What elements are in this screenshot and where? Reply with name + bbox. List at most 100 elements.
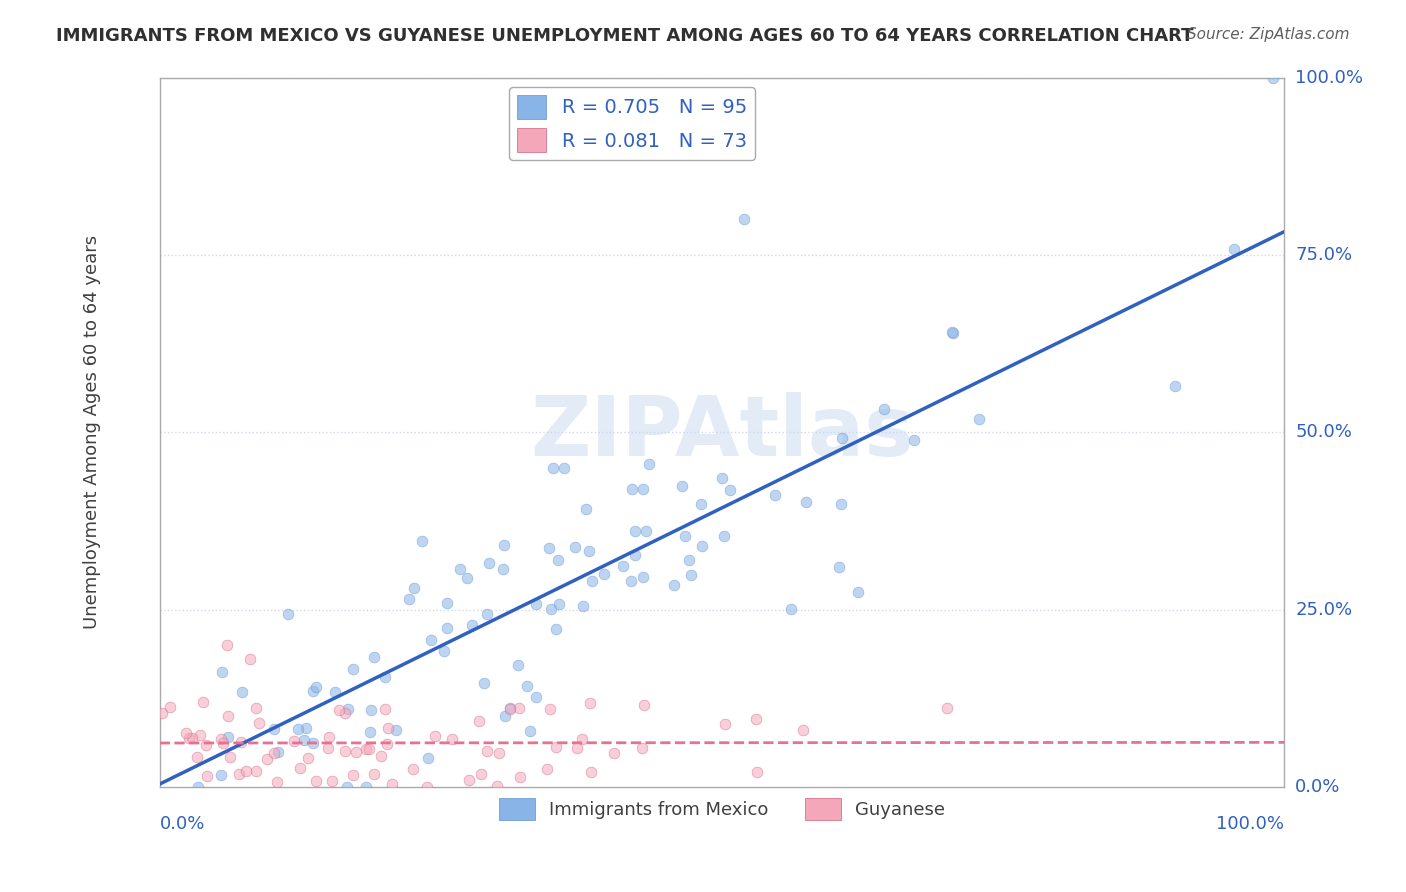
Point — [342, 768, 364, 782]
Point — [458, 772, 481, 787]
Point — [181, 731, 204, 745]
Text: 0.0%: 0.0% — [1295, 778, 1340, 796]
Point — [188, 728, 211, 742]
Point — [287, 722, 309, 736]
Point — [538, 541, 561, 555]
Point — [179, 731, 201, 745]
Point — [209, 768, 232, 782]
Point — [195, 738, 218, 752]
Point — [318, 730, 340, 744]
Point — [524, 690, 547, 705]
Point — [415, 780, 437, 794]
Point — [942, 326, 965, 341]
Point — [344, 745, 367, 759]
Text: 100.0%: 100.0% — [1216, 815, 1284, 833]
Point — [337, 702, 360, 716]
Point — [461, 618, 484, 632]
Point — [377, 721, 399, 735]
Point — [470, 766, 492, 780]
Point — [575, 502, 598, 516]
Point — [662, 578, 685, 592]
Point — [245, 764, 267, 778]
Point — [449, 562, 471, 576]
Point — [191, 695, 214, 709]
Point — [176, 726, 198, 740]
Point — [360, 703, 382, 717]
Point — [541, 460, 564, 475]
Text: 50.0%: 50.0% — [1295, 423, 1353, 442]
Point — [235, 764, 257, 779]
Legend: Immigrants from Mexico, Guyanese: Immigrants from Mexico, Guyanese — [491, 791, 952, 828]
Point — [436, 621, 458, 635]
Point — [266, 775, 288, 789]
Point — [302, 683, 325, 698]
Point — [404, 581, 426, 595]
Point — [499, 701, 522, 715]
Point — [354, 780, 377, 794]
Point — [831, 431, 853, 445]
Point — [186, 750, 208, 764]
Point — [506, 658, 529, 673]
Point — [936, 701, 959, 715]
Point — [441, 732, 464, 747]
Point — [211, 731, 233, 746]
Point — [547, 553, 569, 567]
Point — [304, 680, 326, 694]
Point — [620, 574, 643, 589]
Point — [494, 709, 516, 723]
Point — [565, 741, 588, 756]
Point — [623, 524, 645, 538]
Point — [763, 488, 786, 502]
Point — [633, 698, 655, 712]
Point — [468, 714, 491, 728]
Point — [354, 741, 377, 756]
Point — [564, 540, 586, 554]
Point — [247, 716, 270, 731]
Text: 25.0%: 25.0% — [1295, 600, 1353, 618]
Point — [690, 540, 713, 554]
Point — [794, 495, 817, 509]
Point — [571, 731, 593, 746]
Point — [283, 734, 305, 748]
Point — [228, 767, 250, 781]
Point — [263, 723, 285, 737]
Point — [603, 746, 626, 760]
Point — [492, 562, 515, 576]
Point — [363, 767, 385, 781]
Point — [212, 736, 235, 750]
Point — [636, 524, 658, 538]
Point — [420, 633, 443, 648]
Text: Unemployment Among Ages 60 to 64 years: Unemployment Among Ages 60 to 64 years — [83, 235, 101, 629]
Point — [423, 729, 446, 743]
Point — [297, 751, 319, 765]
Point — [295, 721, 318, 735]
Point — [374, 702, 396, 716]
Point — [711, 471, 734, 485]
Point — [263, 746, 285, 760]
Point — [780, 601, 803, 615]
Point — [472, 675, 495, 690]
Point — [288, 761, 311, 775]
Point — [239, 652, 262, 666]
Point — [581, 574, 603, 588]
Point — [509, 770, 531, 784]
Point — [713, 529, 735, 543]
Text: Source: ZipAtlas.com: Source: ZipAtlas.com — [1187, 27, 1350, 42]
Point — [1223, 242, 1246, 256]
Point — [485, 779, 508, 793]
Point — [359, 742, 381, 756]
Point — [592, 566, 614, 581]
Point — [548, 597, 571, 611]
Point — [294, 732, 316, 747]
Point — [385, 723, 408, 737]
Point — [492, 538, 515, 552]
Point — [321, 774, 343, 789]
Point — [745, 764, 768, 779]
Point — [631, 741, 654, 756]
Point — [873, 401, 896, 416]
Point — [612, 559, 634, 574]
Point — [713, 717, 735, 731]
Point — [229, 735, 252, 749]
Point — [433, 644, 456, 658]
Point — [231, 685, 253, 699]
